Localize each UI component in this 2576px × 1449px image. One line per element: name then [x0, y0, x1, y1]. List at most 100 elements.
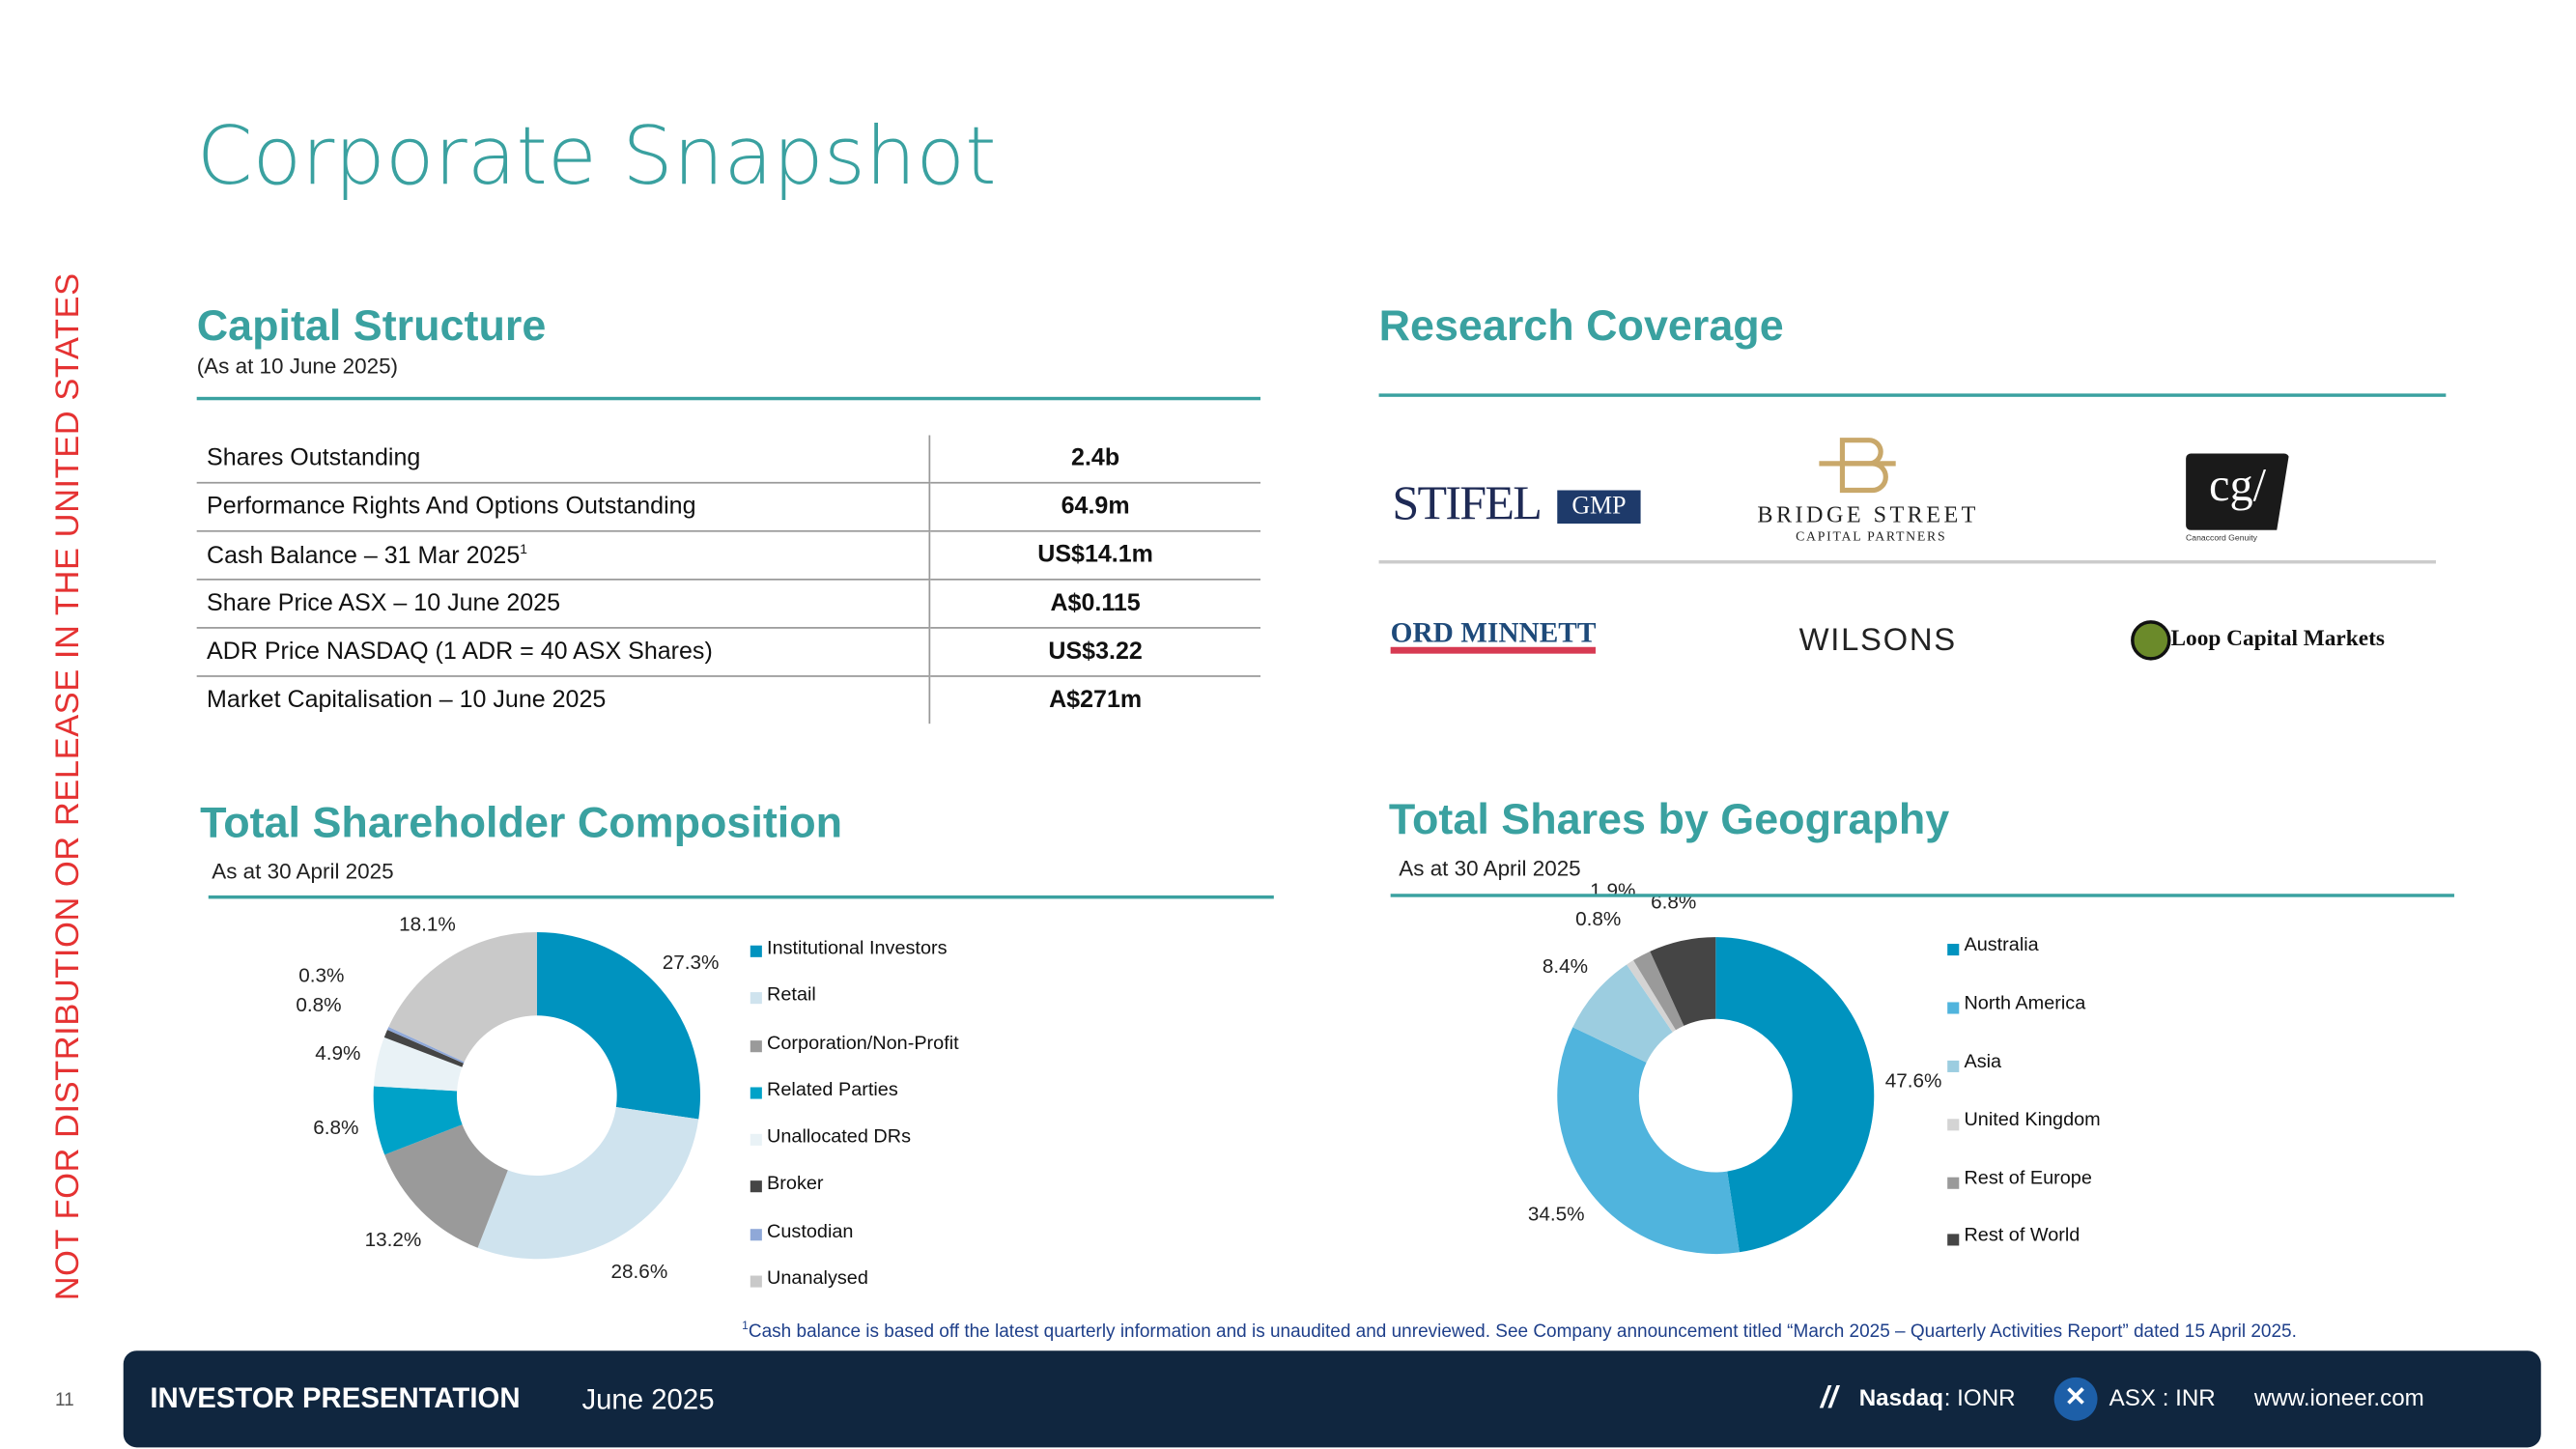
donut-slice-retail [477, 1107, 699, 1260]
data-label: 18.1% [399, 914, 456, 936]
legend-swatch [750, 1087, 762, 1099]
legend-item: Retail [750, 986, 959, 1034]
footnote-marker: 1 [742, 1321, 749, 1333]
page-number: 11 [54, 1390, 74, 1411]
donut-slice-asia [1572, 964, 1673, 1063]
canaccord-logo: cg/ [2186, 453, 2290, 530]
footnote-text: Cash balance is based off the latest qua… [748, 1321, 2297, 1342]
row-label-text: Share Price ASX – 10 June 2025 [207, 590, 561, 617]
bridge-street-subtitle: CAPITAL PARTNERS [1796, 528, 1947, 544]
legend-item: Corporation/Non-Profit [750, 1034, 959, 1081]
legend-swatch [750, 1228, 762, 1240]
asx-ticker: ASX : INR [2109, 1383, 2216, 1411]
row-label-text: ADR Price NASDAQ (1 ADR = 40 ASX Shares) [207, 639, 713, 666]
shareholder-legend: Institutional Investors Retail Corporation… [750, 939, 959, 1317]
ord-minnett-logo: ORD MINNETT [1390, 618, 1597, 654]
legend-swatch [750, 992, 762, 1005]
table-row: Shares Outstanding 2.4b [196, 435, 1261, 484]
table-row: Market Capitalisation – 10 June 2025 A$27… [197, 675, 1261, 724]
data-label: 47.6% [1885, 1070, 1942, 1093]
data-label: 0.3% [298, 964, 344, 986]
table-row: Performance Rights And Options Outstandi… [196, 482, 1261, 532]
data-label: 6.8% [313, 1117, 358, 1139]
legend-label: Unallocated DRs [767, 1127, 912, 1148]
row-label: ADR Price NASDAQ (1 ADR = 40 ASX Shares) [196, 627, 930, 677]
nasdaq-ticker: : IONR [1943, 1383, 2016, 1411]
legend-label: Retail [767, 985, 816, 1007]
row-label: Shares Outstanding [196, 435, 930, 484]
row-label-text: Performance Rights And Options Outstandi… [207, 493, 696, 521]
legend-item: Rest of Europe [1947, 1168, 2101, 1228]
footer-date: June 2025 [581, 1383, 715, 1416]
legend-label: Broker [767, 1175, 824, 1195]
website-link[interactable]: www.ioneer.com [2253, 1383, 2424, 1411]
row-value: A$271m [928, 675, 1261, 724]
legend-swatch [1947, 1176, 1960, 1189]
legend-label: Custodian [767, 1221, 854, 1242]
legend-label: Rest of Europe [1964, 1168, 2092, 1189]
data-label: 28.6% [611, 1261, 668, 1283]
data-label: 27.3% [663, 952, 720, 974]
nasdaq-label: Nasdaq [1858, 1383, 1944, 1411]
legend-label: Asia [1964, 1051, 2002, 1072]
donut-slice-unallocated-drs [373, 1037, 463, 1092]
legend-label: Rest of World [1964, 1226, 2081, 1247]
footnote: 1Cash balance is based off the latest qu… [742, 1321, 2297, 1342]
row-label-text: Market Capitalisation – 10 June 2025 [207, 687, 607, 714]
legend-item: Unanalysed [750, 1269, 959, 1317]
row-label: Performance Rights And Options Outstandi… [196, 482, 930, 532]
gmp-logo: GMP [1557, 490, 1641, 525]
row-value: A$0.115 [928, 579, 1261, 629]
legend-swatch [1947, 1002, 1960, 1014]
legend-item: Unallocated DRs [750, 1127, 959, 1175]
row-label: Share Price ASX – 10 June 2025 [196, 579, 930, 629]
loop-capital-logo: Loop Capital Markets [2170, 625, 2385, 651]
table-row: ADR Price NASDAQ (1 ADR = 40 ASX Shares)… [196, 627, 1261, 677]
legend-item: Asia [1947, 1051, 2101, 1112]
table-row: Share Price ASX – 10 June 2025 A$0.115 [196, 579, 1261, 629]
row-label: Market Capitalisation – 10 June 2025 [197, 676, 930, 724]
donut-slice-corporation-non-profit [384, 1124, 508, 1248]
donut-slice-australia [1715, 937, 1875, 1253]
legend-label: North America [1964, 993, 2086, 1014]
footer-label: INVESTOR PRESENTATION [150, 1382, 521, 1414]
legend-item: Custodian [750, 1222, 959, 1269]
data-label: 0.8% [1575, 908, 1621, 930]
row-value: US$3.22 [928, 627, 1261, 677]
donut-slice-north-america [1557, 1027, 1740, 1255]
row-value: US$14.1m [928, 530, 1261, 581]
data-label: 0.8% [296, 994, 341, 1016]
capital-table: Shares Outstanding 2.4b Performance Rights… [196, 435, 1261, 724]
row-value: 2.4b [928, 435, 1261, 484]
legend-label: United Kingdom [1964, 1110, 2101, 1130]
geography-heading: Total Shares by Geography [1388, 793, 1950, 844]
geography-subtitle: As at 30 April 2025 [1399, 855, 1581, 881]
legend-swatch [1947, 1118, 1960, 1130]
legend-label: Corporation/Non-Profit [767, 1033, 959, 1054]
stifel-logo: STIFEL [1392, 476, 1542, 530]
legend-swatch [1947, 1060, 1960, 1072]
row-value: 64.9m [928, 482, 1261, 532]
legend-swatch [750, 1039, 762, 1052]
legend-label: Unanalysed [767, 1268, 868, 1290]
donut-slice-unanalysed [388, 931, 537, 1063]
legend-swatch [750, 1275, 762, 1288]
bridge-street-logo: BRIDGE STREET [1757, 503, 1979, 529]
wilsons-logo: WILSONS [1798, 623, 1957, 659]
footnote-marker: 1 [520, 541, 527, 556]
legend-item: Related Parties [750, 1080, 959, 1127]
canaccord-name: Canaccord Genuity [2186, 533, 2257, 544]
research-coverage-heading: Research Coverage [1378, 299, 1784, 351]
legend-item: United Kingdom [1947, 1110, 2101, 1170]
divider [208, 895, 1274, 899]
data-label: 8.4% [1543, 955, 1588, 978]
row-label: Cash Balance – 31 Mar 20251 [196, 530, 930, 581]
legend-swatch [750, 1134, 762, 1147]
donut-slice-institutional-investors [536, 931, 701, 1120]
legend-item: North America [1947, 993, 2101, 1053]
divider [1378, 393, 2447, 397]
loop-capital-icon [2131, 620, 2171, 661]
legend-label: Related Parties [767, 1080, 898, 1101]
legend-item: Australia [1947, 936, 2101, 995]
